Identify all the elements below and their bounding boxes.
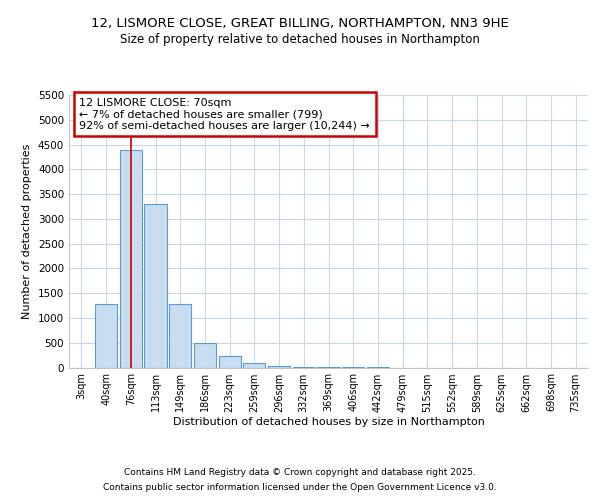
Bar [218,356,241,368]
Bar [145,204,167,368]
Text: 12, LISMORE CLOSE, GREAT BILLING, NORTHAMPTON, NN3 9HE: 12, LISMORE CLOSE, GREAT BILLING, NORTHA… [91,18,509,30]
Text: Contains HM Land Registry data © Crown copyright and database right 2025.: Contains HM Land Registry data © Crown c… [124,468,476,477]
Bar [169,304,191,368]
Text: 12 LISMORE CLOSE: 70sqm
← 7% of detached houses are smaller (799)
92% of semi-de: 12 LISMORE CLOSE: 70sqm ← 7% of detached… [79,98,370,131]
Bar [194,342,216,367]
X-axis label: Distribution of detached houses by size in Northampton: Distribution of detached houses by size … [173,418,484,428]
Bar [95,304,117,368]
Bar [119,150,142,368]
Bar [243,363,265,368]
Bar [268,366,290,368]
Y-axis label: Number of detached properties: Number of detached properties [22,144,32,319]
Text: Contains public sector information licensed under the Open Government Licence v3: Contains public sector information licen… [103,483,497,492]
Text: Size of property relative to detached houses in Northampton: Size of property relative to detached ho… [120,32,480,46]
